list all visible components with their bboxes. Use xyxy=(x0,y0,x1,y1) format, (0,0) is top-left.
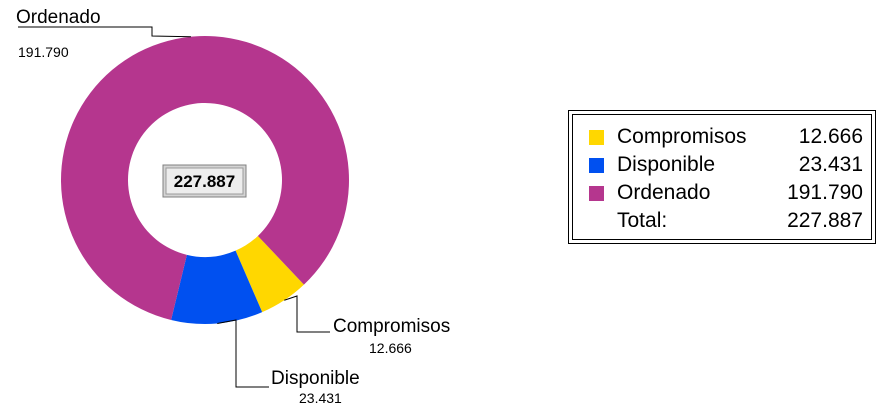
legend-item-ordenado: Ordenado 191.790 xyxy=(573,179,871,207)
donut-slices xyxy=(60,35,350,324)
callout-value-ordenado: 191.790 xyxy=(18,44,69,60)
callout-name-disponible: Disponible xyxy=(271,368,360,389)
callout-name-ordenado: Ordenado xyxy=(16,7,101,28)
legend-total-label: Total: xyxy=(617,209,668,232)
center-total-value: 227.887 xyxy=(174,172,235,191)
slice-ordenado xyxy=(60,35,350,320)
center-total-box: 227.887 xyxy=(162,164,247,198)
legend-label: Disponible xyxy=(617,153,716,176)
leader-line-ordenado xyxy=(18,26,191,38)
legend-swatch-ordenado xyxy=(589,186,604,201)
callout-value-compromisos: 12.666 xyxy=(369,340,412,356)
legend: Compromisos 12.666 Disponible 23.431 Ord… xyxy=(568,110,876,244)
legend-value: 191.790 xyxy=(787,181,863,204)
legend-item-disponible: Disponible 23.431 xyxy=(573,151,871,179)
callout-name-compromisos: Compromisos xyxy=(333,316,450,337)
leader-line-compromisos xyxy=(284,295,330,333)
callout-value-disponible: 23.431 xyxy=(299,390,342,406)
legend-total-value: 227.887 xyxy=(787,209,863,232)
legend-inner-frame: Compromisos 12.666 Disponible 23.431 Ord… xyxy=(572,114,872,240)
legend-item-compromisos: Compromisos 12.666 xyxy=(573,123,871,151)
legend-swatch-compromisos xyxy=(589,130,604,145)
leader-line-disponible xyxy=(217,319,269,388)
slice-disponible xyxy=(171,250,263,324)
legend-label: Compromisos xyxy=(617,125,747,148)
legend-swatch-disponible xyxy=(589,158,604,173)
legend-label: Ordenado xyxy=(617,181,711,204)
legend-total-row: Total: 227.887 xyxy=(573,207,871,235)
legend-value: 12.666 xyxy=(798,125,863,148)
slice-compromisos xyxy=(235,235,304,313)
legend-value: 23.431 xyxy=(798,153,863,176)
